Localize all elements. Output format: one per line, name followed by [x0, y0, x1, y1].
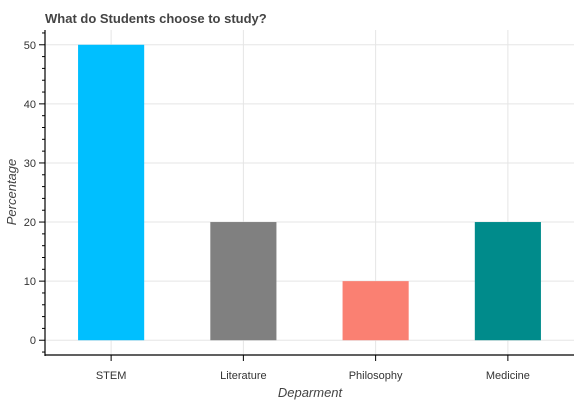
x-tick-label: Medicine	[486, 370, 530, 382]
y-tick-label: 40	[24, 99, 36, 111]
x-tick-label: Philosophy	[349, 370, 403, 382]
x-tick-label: STEM	[96, 370, 127, 382]
bar-medicine	[474, 222, 541, 341]
y-tick-label: 20	[24, 217, 36, 229]
bar-literature	[210, 222, 277, 341]
y-tick-label: 30	[24, 158, 36, 170]
y-tick-label: 0	[30, 335, 36, 347]
tick-labels: 0 10 20 30 40 50 STEM Literature Philosophy Medic…	[24, 40, 530, 382]
y-tick-label: 10	[24, 276, 36, 288]
y-axis-label: Percentage	[4, 159, 19, 226]
y-tick-label: 50	[24, 40, 36, 52]
chart-title: What do Students choose to study?	[45, 11, 267, 26]
x-axis-label: Deparment	[278, 385, 344, 400]
x-tick-label: Literature	[220, 370, 266, 382]
bars	[78, 44, 541, 341]
axes	[39, 30, 574, 361]
bar-philosophy	[342, 281, 409, 341]
bar-stem	[78, 44, 145, 341]
